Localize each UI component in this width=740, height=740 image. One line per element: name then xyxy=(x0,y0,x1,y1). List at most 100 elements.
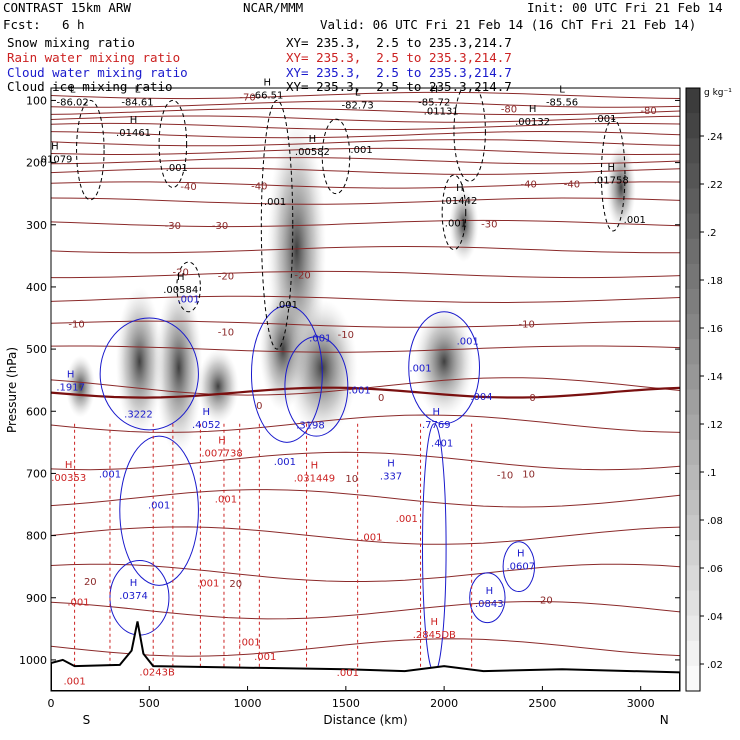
x-tick-label: 1000 xyxy=(234,697,262,710)
x-end-label-north: N xyxy=(660,713,669,727)
y-axis-label: Pressure (hPa) xyxy=(5,347,19,433)
colorbar-segment xyxy=(686,464,700,491)
cloud-water-label-value: .001 xyxy=(177,294,199,305)
colorbar-segment xyxy=(686,565,700,591)
cloud-water-label-value: .0374 xyxy=(119,591,148,602)
cloud-water-label-value: .001 xyxy=(99,470,121,481)
snow-label-type: H xyxy=(51,141,59,152)
snow-label-value: .001 xyxy=(624,215,646,226)
snow-label-type: H xyxy=(309,134,317,145)
isotherm-label: 10 xyxy=(522,469,535,480)
init-time: Init: 00 UTC Fri 21 Feb 14 xyxy=(527,0,723,15)
cloud-water-contour xyxy=(250,305,323,443)
rain-water-label-type: H xyxy=(65,460,73,471)
cloud-water-contour xyxy=(284,336,349,437)
colorbar-segment xyxy=(686,665,700,692)
isotherm-line xyxy=(51,219,680,228)
isotherm-line xyxy=(51,108,680,116)
snow-label-type: L xyxy=(135,84,141,95)
isotherm-label: -70 xyxy=(239,93,255,104)
legend-snow-xy: XY= 235.3, 2.5 to 235.3,214.7 xyxy=(286,35,512,50)
snow-label-type: H xyxy=(177,272,185,283)
rain-water-label-type: H xyxy=(311,460,319,471)
snow-label-type: L xyxy=(70,84,76,95)
plot-frame xyxy=(50,87,681,692)
legend-rain-xy: XY= 235.3, 2.5 to 235.3,214.7 xyxy=(286,50,512,65)
colorbar-tick-label: .1 xyxy=(707,468,717,479)
rain-water-label-value: .001 xyxy=(360,532,382,543)
snow-label-value: .001 xyxy=(350,145,372,156)
snow-label-value: .001 xyxy=(264,197,286,208)
cloud-water-contour xyxy=(408,311,481,425)
colorbar-segment xyxy=(686,640,700,667)
rain-water-label-value: .001 xyxy=(238,638,260,649)
isotherm-line xyxy=(51,100,680,108)
snow-contour xyxy=(600,118,626,232)
cloud-water-contour xyxy=(502,541,536,593)
cloud-water-label-type: H xyxy=(517,549,525,560)
cloud-water-contour xyxy=(119,435,199,586)
snow-contour xyxy=(453,88,486,182)
isotherm-line xyxy=(51,181,680,189)
isotherm-label: -20 xyxy=(294,270,310,281)
snow-label-value: .01442 xyxy=(442,196,477,207)
isotherm-line xyxy=(51,638,680,657)
isotherm-line xyxy=(51,414,680,433)
colorbar-tick-label: .04 xyxy=(707,612,723,623)
isotherm-line xyxy=(51,139,680,147)
shading-blob xyxy=(197,349,239,424)
colorbar-segment xyxy=(686,540,700,566)
colorbar-segment xyxy=(686,213,700,240)
isotherm-label: -30 xyxy=(481,220,497,231)
isotherm-line xyxy=(51,157,680,165)
isotherm-line xyxy=(51,130,680,139)
isotherm-label: -30 xyxy=(165,221,181,232)
snow-label-type: H xyxy=(607,163,615,174)
cloud-water-label-type: H xyxy=(67,370,75,381)
legend-cloudwater-xy: XY= 235.3, 2.5 to 235.3,214.7 xyxy=(286,65,512,80)
fcst-value: 6 h xyxy=(62,17,85,32)
x-tick-label: 0 xyxy=(48,697,55,710)
y-tick-label: 400 xyxy=(26,281,47,294)
isotherm-label: 10 xyxy=(345,474,358,485)
y-tick-label: 700 xyxy=(26,467,47,480)
colorbar-segment xyxy=(686,113,700,139)
isotherm-label: 20 xyxy=(84,577,97,588)
isotherm-line xyxy=(51,245,680,254)
cloud-water-label-value: .001 xyxy=(309,334,331,345)
cloud-water-label-value: .001 xyxy=(148,501,170,512)
y-tick-label: 600 xyxy=(26,405,47,418)
snow-label-value: .00132 xyxy=(515,117,550,128)
rain-water-label-value: .007738 xyxy=(201,449,242,460)
cloud-water-contour xyxy=(469,572,506,624)
isotherm-label: -30 xyxy=(212,221,228,232)
y-tick-label: 800 xyxy=(26,530,47,543)
shading-blob xyxy=(414,305,474,418)
rain-water-label-value: .001 xyxy=(337,668,359,679)
rain-water-label-value: .031449 xyxy=(294,473,335,484)
colorbar-segment xyxy=(686,188,700,215)
y-tick-label: 300 xyxy=(26,219,47,232)
snow-label-value: .001 xyxy=(166,163,188,174)
snow-contour xyxy=(441,174,467,251)
center-label: NCAR/MMM xyxy=(243,0,304,15)
rain-water-label-value: .001 xyxy=(197,578,219,589)
cloud-water-label-value: .001 xyxy=(457,337,479,348)
isotherm-label: 20 xyxy=(540,596,553,607)
isotherm-label: -10 xyxy=(68,320,84,331)
snow-label-value: .001 xyxy=(276,300,298,311)
colorbar-segment xyxy=(686,590,700,617)
x-tick-label: 2000 xyxy=(430,697,458,710)
rain-water-label-value: .001 xyxy=(67,598,89,609)
cloud-water-label-value: .337 xyxy=(380,472,402,483)
snow-contour xyxy=(76,99,105,201)
colorbar-segment xyxy=(686,339,700,365)
colorbar-tick-label: .12 xyxy=(707,420,723,431)
isotherm-label: -10 xyxy=(519,320,535,331)
shading-blob xyxy=(155,280,203,455)
snow-label-value: -84.61 xyxy=(121,97,153,108)
rain-water-label-value: .001 xyxy=(396,514,418,525)
colorbar-tick-label: .16 xyxy=(707,324,723,335)
isotherm-line xyxy=(51,320,680,328)
snow-label-value: -85.72 xyxy=(418,97,450,108)
